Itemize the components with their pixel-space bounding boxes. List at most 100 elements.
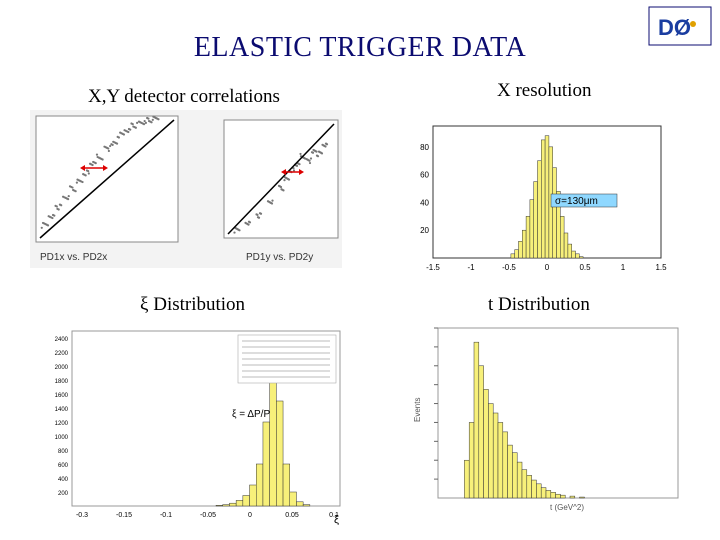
xi-bar: [302, 504, 311, 507]
scatter-point: [107, 147, 110, 150]
scatter-point: [248, 221, 252, 224]
xi-x-tick-label: -0.1: [160, 512, 172, 519]
xres-bar: [514, 249, 519, 259]
scatter-point: [256, 213, 259, 217]
t-bar: [512, 452, 518, 499]
scatter-point: [151, 118, 154, 121]
scatter-point: [51, 216, 54, 220]
scatter-point: [298, 163, 301, 166]
xres-x-ticks: -1.5 -1 -0.5 0 0.5 1 1.5: [426, 263, 667, 272]
xres-bar: [579, 256, 584, 259]
scatter-point: [270, 202, 274, 205]
xi-x-tick-label: -0.15: [116, 512, 132, 519]
xres-bar: [537, 160, 542, 259]
xres-bar: [563, 232, 569, 259]
scatter-point: [279, 185, 283, 189]
xres-bar: [552, 167, 557, 259]
caption-xy: X,Y detector correlations: [88, 86, 280, 107]
d0-logo: DØ: [648, 6, 712, 46]
xi-x-ticks: -0.3 -0.15 -0.1 -0.05 0 0.05 0.1: [76, 512, 339, 519]
xi-bar: [296, 501, 304, 507]
scatter-point: [53, 214, 56, 217]
sigma-annotation-box: [550, 193, 618, 208]
scatter-point: [283, 179, 286, 182]
scatter-point: [320, 152, 324, 155]
logo-text: DØ: [658, 15, 691, 40]
t-bar: [560, 494, 566, 499]
t-bar: [550, 492, 556, 499]
t-bar: [521, 469, 528, 499]
t-bar: [536, 483, 542, 499]
xi-x-tick-label: -0.3: [76, 512, 88, 519]
scatter-point: [87, 169, 90, 173]
scatter-point: [129, 128, 132, 131]
scatter-point: [127, 130, 130, 134]
t-bar: [516, 461, 523, 499]
scatter-point: [101, 158, 104, 161]
pd1x-scatter: [40, 115, 160, 229]
t-bar: [464, 459, 470, 499]
scatter-point: [308, 161, 312, 165]
xy-correlation-panel: PD1x vs. PD2x PD1y vs. PD2y: [30, 110, 342, 268]
t-bar: [526, 475, 532, 499]
xi-x-tick-label: 0.1: [329, 512, 339, 519]
xi-y-tick-label: 2200: [55, 351, 69, 357]
scatter-point: [111, 143, 114, 146]
xi-bar: [289, 491, 297, 507]
xres-bar: [529, 199, 534, 259]
xres-x-tick-label: 1: [621, 263, 626, 272]
scatter-point: [55, 205, 58, 208]
pd1y-arrow-left-icon: [281, 169, 286, 175]
pd1y-diagonal-line: [227, 123, 335, 235]
xi-bar: [282, 463, 291, 507]
scatter-point: [87, 172, 90, 175]
scatter-point: [142, 123, 146, 126]
pd1x-arrow-left-icon: [80, 165, 85, 171]
xres-bar: [560, 216, 565, 259]
scatter-point: [134, 126, 137, 129]
scatter-point: [95, 153, 99, 156]
xres-bar: [575, 253, 580, 259]
xres-bar: [522, 229, 527, 259]
t-bar: [478, 365, 484, 499]
t-distribution-chart: Events t (GeV^2): [410, 322, 690, 512]
t-xlabel: t (GeV^2): [550, 503, 584, 512]
xres-bar: [525, 216, 531, 259]
logo-star-icon: [690, 21, 696, 27]
t-bar: [540, 487, 547, 499]
scatter-point: [136, 121, 139, 124]
xres-x-tick-label: -1.5: [426, 263, 440, 272]
t-bar: [483, 389, 489, 499]
scatter-point: [324, 145, 327, 148]
t-bar: [502, 431, 508, 499]
xi-bar: [235, 500, 244, 507]
scatter-point: [117, 136, 121, 139]
xi-bar: [229, 502, 237, 507]
xi-bar: [262, 421, 270, 507]
xi-y-tick-label: 400: [58, 477, 69, 483]
scatter-point: [115, 142, 119, 145]
caption-t: t Distribution: [488, 294, 590, 315]
scatter-point: [292, 169, 296, 172]
scatter-point: [238, 229, 241, 232]
scatter-point: [71, 186, 74, 189]
caption-xres: X resolution: [497, 80, 592, 101]
xi-y-tick-label: 600: [58, 463, 69, 469]
scatter-point: [144, 121, 147, 124]
t-bar: [492, 412, 499, 499]
scatter-point: [308, 159, 311, 162]
xres-x-tick-label: -0.5: [502, 263, 516, 272]
scatter-point: [40, 226, 43, 229]
scatter-point: [150, 121, 153, 124]
scatter-point: [295, 164, 299, 167]
scatter-point: [107, 149, 110, 153]
xi-distribution-chart: 200 400 600 800 1000 1200 1400 1600 1800 2000 2200…: [30, 325, 348, 530]
scatter-point: [91, 163, 94, 167]
xres-x-tick-label: 1.5: [655, 263, 667, 272]
t-bar: [507, 444, 513, 499]
t-bars: [464, 341, 585, 499]
xi-y-tick-label: 2000: [55, 365, 69, 371]
xres-x-tick-label: 0.5: [579, 263, 591, 272]
caption-xi: ξ Distribution: [140, 294, 246, 315]
t-bar: [488, 403, 494, 499]
